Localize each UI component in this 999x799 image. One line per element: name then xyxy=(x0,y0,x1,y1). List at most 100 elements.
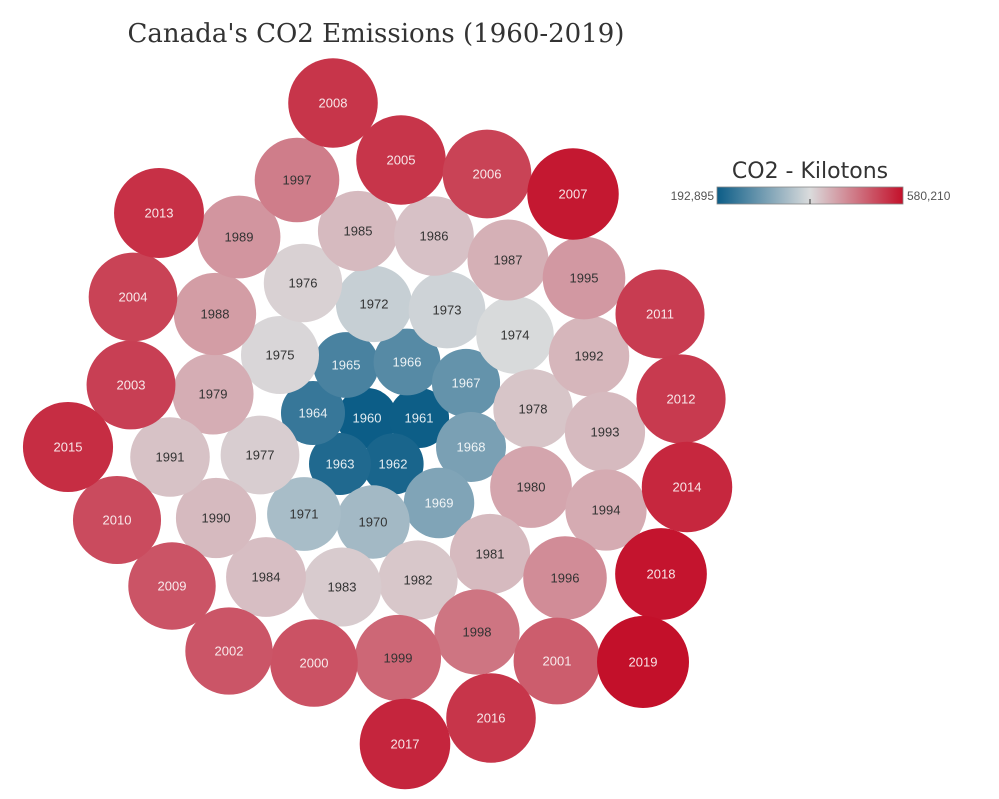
bubble-2004[interactable] xyxy=(88,252,178,342)
bubble-1973[interactable] xyxy=(408,271,486,349)
bubble-1984[interactable] xyxy=(226,537,306,617)
bubble-label-1965: 1965 xyxy=(332,358,361,373)
bubble-1986[interactable] xyxy=(394,196,474,276)
bubble-1991[interactable] xyxy=(130,417,210,497)
bubble-1965[interactable] xyxy=(313,332,379,398)
bubble-label-1967: 1967 xyxy=(452,376,481,391)
bubble-1972[interactable] xyxy=(335,265,413,343)
bubble-label-1962: 1962 xyxy=(379,457,408,472)
bubble-2015[interactable] xyxy=(22,401,114,493)
bubble-1976[interactable] xyxy=(263,243,343,323)
bubble-label-2018: 2018 xyxy=(647,567,676,582)
bubble-1995[interactable] xyxy=(542,236,626,320)
bubble-1997[interactable] xyxy=(254,137,340,223)
bubble-label-1961: 1961 xyxy=(405,411,434,426)
bubble-label-1976: 1976 xyxy=(289,276,318,291)
bubble-1994[interactable] xyxy=(565,469,647,551)
bubble-1987[interactable] xyxy=(467,219,549,301)
bubble-label-2015: 2015 xyxy=(54,440,83,455)
bubble-label-2000: 2000 xyxy=(300,656,329,671)
bubble-label-1993: 1993 xyxy=(591,425,620,440)
bubble-label-2016: 2016 xyxy=(477,711,506,726)
chart-title: Canada's CO2 Emissions (1960-2019) xyxy=(128,19,625,49)
bubble-label-1992: 1992 xyxy=(575,349,604,364)
bubble-label-1982: 1982 xyxy=(404,573,433,588)
bubbles-group: 1960 1961 1962 1963 1964 1965 1966 1967 1968 1969… xyxy=(22,58,733,790)
bubble-label-1996: 1996 xyxy=(551,571,580,586)
bubble-label-1994: 1994 xyxy=(592,503,621,518)
bubble-1999[interactable] xyxy=(354,614,442,702)
bubble-label-1963: 1963 xyxy=(326,457,355,472)
bubble-label-1983: 1983 xyxy=(328,580,357,595)
bubble-1967[interactable] xyxy=(431,348,501,418)
bubble-1990[interactable] xyxy=(175,477,257,559)
bubble-label-2004: 2004 xyxy=(119,290,148,305)
bubble-2010[interactable] xyxy=(72,475,162,565)
bubble-1960[interactable] xyxy=(337,388,397,448)
bubble-2019[interactable] xyxy=(597,616,689,708)
bubble-1968[interactable] xyxy=(436,412,506,482)
bubble-2000[interactable] xyxy=(270,619,358,707)
bubble-label-1964: 1964 xyxy=(299,406,328,421)
bubble-1985[interactable] xyxy=(317,190,399,272)
bubble-1988[interactable] xyxy=(173,272,257,356)
bubble-label-2002: 2002 xyxy=(215,644,244,659)
bubble-1983[interactable] xyxy=(302,547,382,627)
bubble-1966[interactable] xyxy=(373,328,441,396)
bubble-1979[interactable] xyxy=(172,353,254,435)
bubble-label-1986: 1986 xyxy=(420,229,449,244)
bubble-1978[interactable] xyxy=(493,369,573,449)
bubble-2001[interactable] xyxy=(513,617,601,705)
bubble-label-2006: 2006 xyxy=(473,167,502,182)
bubble-1981[interactable] xyxy=(449,513,531,595)
bubble-2003[interactable] xyxy=(86,340,176,430)
bubble-label-1998: 1998 xyxy=(463,625,492,640)
bubble-2005[interactable] xyxy=(356,115,446,205)
bubble-label-1978: 1978 xyxy=(519,402,548,417)
bubble-2009[interactable] xyxy=(128,542,216,630)
bubble-1989[interactable] xyxy=(197,195,281,279)
bubble-1980[interactable] xyxy=(490,446,572,528)
bubble-2016[interactable] xyxy=(446,673,536,763)
bubble-1962[interactable] xyxy=(362,433,424,495)
bubble-2013[interactable] xyxy=(114,168,204,258)
bubble-1961[interactable] xyxy=(388,387,450,449)
bubble-2017[interactable] xyxy=(359,698,451,790)
bubble-label-1971: 1971 xyxy=(290,507,319,522)
bubble-1982[interactable] xyxy=(378,540,458,620)
legend-min-label: 192,895 xyxy=(671,189,715,203)
bubble-2007[interactable] xyxy=(527,148,619,240)
bubble-label-2009: 2009 xyxy=(158,579,187,594)
bubble-label-2010: 2010 xyxy=(103,513,132,528)
bubble-1970[interactable] xyxy=(336,485,410,559)
bubble-label-1980: 1980 xyxy=(517,480,546,495)
bubble-1977[interactable] xyxy=(220,415,300,495)
bubble-label-1985: 1985 xyxy=(344,224,373,239)
bubble-1963[interactable] xyxy=(309,433,371,495)
bubble-label-1972: 1972 xyxy=(360,297,389,312)
bubble-1975[interactable] xyxy=(240,315,320,395)
bubble-label-1995: 1995 xyxy=(570,271,599,286)
bubble-label-1981: 1981 xyxy=(476,547,505,562)
bubble-2014[interactable] xyxy=(641,441,733,533)
bubble-2002[interactable] xyxy=(185,607,273,695)
bubble-2011[interactable] xyxy=(615,269,705,359)
bubble-1996[interactable] xyxy=(523,536,607,620)
bubble-1992[interactable] xyxy=(548,315,630,397)
bubble-1969[interactable] xyxy=(403,467,475,539)
bubble-1993[interactable] xyxy=(564,391,646,473)
bubble-2008[interactable] xyxy=(288,58,378,148)
bubble-2006[interactable] xyxy=(442,129,532,219)
bubble-1964[interactable] xyxy=(280,380,346,446)
bubble-label-1974: 1974 xyxy=(501,328,530,343)
bubble-1974[interactable] xyxy=(476,296,554,374)
bubble-2018[interactable] xyxy=(615,528,707,620)
bubble-label-1968: 1968 xyxy=(457,440,486,455)
bubble-label-2017: 2017 xyxy=(391,737,420,752)
bubble-2012[interactable] xyxy=(636,354,726,444)
bubble-label-2008: 2008 xyxy=(319,96,348,111)
bubble-1998[interactable] xyxy=(434,589,520,675)
bubble-label-1973: 1973 xyxy=(433,303,462,318)
bubble-1971[interactable] xyxy=(267,477,341,551)
